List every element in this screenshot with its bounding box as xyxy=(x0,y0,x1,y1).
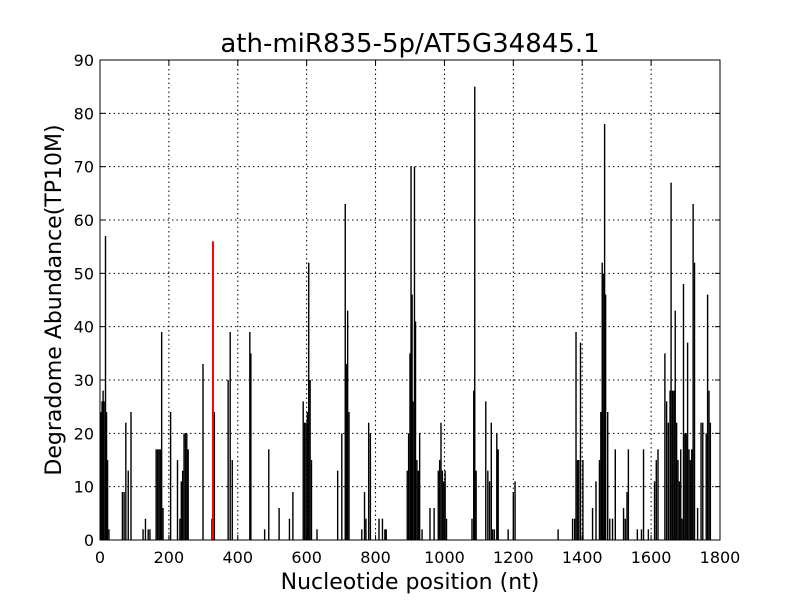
x-tick-label: 600 xyxy=(291,548,322,567)
x-axis-label: Nucleotide position (nt) xyxy=(281,570,540,595)
x-tick-label: 800 xyxy=(360,548,391,567)
x-tick-label: 1200 xyxy=(493,548,534,567)
y-tick-label: 40 xyxy=(74,318,94,337)
plot-frame xyxy=(99,59,721,541)
axis-ticks: 0 200 400 600 800 1000 1200 1400 1600 1800 0 10 20 30… xyxy=(74,51,741,567)
x-tick-label: 1800 xyxy=(700,548,741,567)
y-tick-label: 10 xyxy=(74,478,94,497)
chart-title: ath-miR835-5p/AT5G34845.1 xyxy=(220,29,599,59)
x-tick-label: 1400 xyxy=(562,548,603,567)
x-tick-label: 1600 xyxy=(631,548,672,567)
y-tick-label: 80 xyxy=(74,104,94,123)
x-tick-label: 400 xyxy=(223,548,254,567)
y-tick-label: 90 xyxy=(74,51,94,70)
y-tick-label: 0 xyxy=(84,531,94,550)
grid-lines xyxy=(100,60,720,540)
y-axis-label: Degradome Abundance(TP10M) xyxy=(42,124,67,475)
y-tick-label: 30 xyxy=(74,371,94,390)
y-tick-label: 50 xyxy=(74,264,94,283)
y-tick-label: 20 xyxy=(74,424,94,443)
y-tick-label: 70 xyxy=(74,158,94,177)
x-tick-label: 0 xyxy=(95,548,105,567)
x-tick-label: 1000 xyxy=(424,548,465,567)
x-tick-label: 200 xyxy=(154,548,185,567)
y-tick-label: 60 xyxy=(74,211,94,230)
bar-marks xyxy=(100,86,712,540)
